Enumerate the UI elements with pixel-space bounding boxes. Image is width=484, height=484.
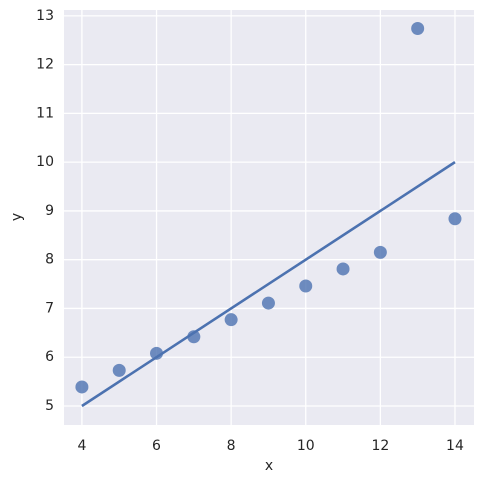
y-tick-label: 9 xyxy=(45,203,54,219)
x-tick-label: 10 xyxy=(297,438,315,454)
x-tick-label: 4 xyxy=(77,438,86,454)
point xyxy=(224,313,238,327)
point xyxy=(411,22,425,36)
point xyxy=(336,262,350,276)
point xyxy=(112,363,126,377)
plot-area xyxy=(64,10,474,425)
y-tick-label: 6 xyxy=(45,349,54,365)
y-tick-label: 11 xyxy=(36,105,54,121)
y-axis-label: y xyxy=(9,213,25,221)
point xyxy=(448,212,462,226)
fit-line xyxy=(81,161,456,408)
y-tick-label: 13 xyxy=(36,8,54,24)
point xyxy=(299,279,313,293)
x-tick-label: 12 xyxy=(371,438,389,454)
y-tick-label: 12 xyxy=(36,57,54,73)
y-tick-label: 7 xyxy=(45,300,54,316)
y-tick-label: 8 xyxy=(45,252,54,268)
point xyxy=(373,245,387,259)
y-tick-label: 10 xyxy=(36,154,54,170)
y-tick-label: 5 xyxy=(45,398,54,414)
x-tick-label: 6 xyxy=(152,438,161,454)
x-tick-label: 8 xyxy=(227,438,236,454)
point xyxy=(261,296,275,310)
x-axis-label: x xyxy=(265,458,273,474)
x-tick-label: 14 xyxy=(446,438,464,454)
point xyxy=(75,380,89,394)
